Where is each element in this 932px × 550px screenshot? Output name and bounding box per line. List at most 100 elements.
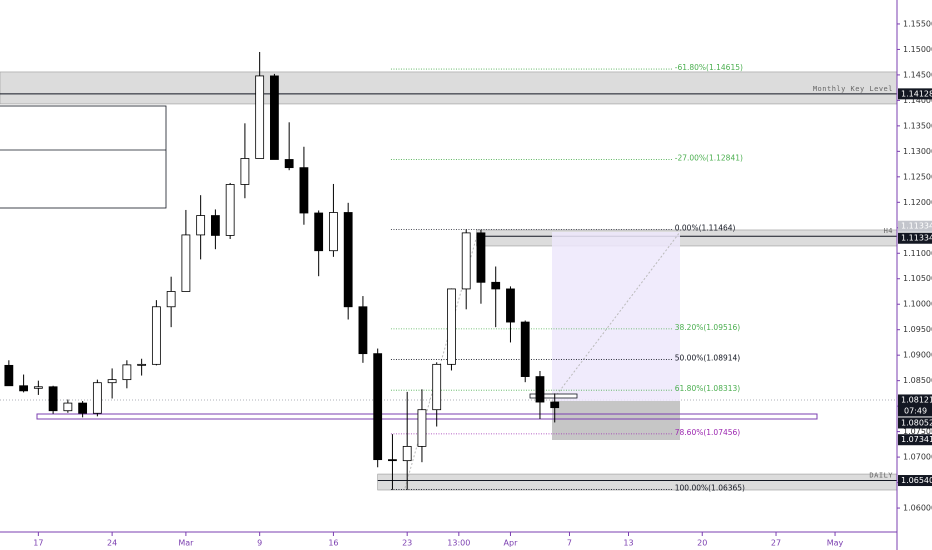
support-box xyxy=(36,413,818,420)
zone xyxy=(0,71,898,105)
candle-body xyxy=(461,232,471,290)
y-tick-label: 1.07500 xyxy=(903,427,932,436)
fib-label: 61.80%(1.08313) xyxy=(675,384,741,393)
candle-body xyxy=(181,234,191,292)
candle-body xyxy=(92,382,102,414)
countdown: 07:49 xyxy=(904,406,927,415)
candle-body xyxy=(491,281,501,290)
fib-label: 0.00%(1.11464) xyxy=(675,224,736,233)
price-tag xyxy=(898,475,932,487)
x-tick-label: 17 xyxy=(33,539,43,548)
candle-body xyxy=(107,379,117,384)
candle-body xyxy=(19,385,29,392)
y-tick-label: 1.09000 xyxy=(903,351,932,360)
candle-body xyxy=(388,459,397,462)
x-tick-label: 13 xyxy=(623,539,633,548)
position-diagonal xyxy=(551,231,681,402)
price-tag xyxy=(898,220,932,232)
candle-body xyxy=(417,409,427,447)
price-tags: 1.14128 1.11334 1.11334 1.08121 07:49 1.08052… xyxy=(898,88,932,487)
entry-box xyxy=(529,393,578,399)
price-tag xyxy=(898,88,932,100)
candle-body xyxy=(210,215,220,236)
fib-label: 78.60%(1.07456) xyxy=(675,428,741,437)
fib-label: 100.00%(1.06365) xyxy=(675,483,745,492)
y-tick-label: 1.14500 xyxy=(903,70,932,79)
x-tick-label: May xyxy=(827,539,844,548)
candle-body xyxy=(78,402,88,414)
candle-body xyxy=(535,376,545,403)
price-tag-label: 1.07341 xyxy=(901,435,932,444)
y-tick-label: 1.08500 xyxy=(903,376,932,385)
candle-body xyxy=(447,288,456,365)
candle-body xyxy=(137,363,147,366)
x-tick-label: Mar xyxy=(178,539,194,548)
fib: -61.80%(1.14615) -27.00%(1.12841) 0.00%(1.… xyxy=(390,63,745,492)
y-tick-label: 1.12500 xyxy=(903,172,932,181)
candle-body xyxy=(122,364,132,381)
candle-body xyxy=(358,306,368,355)
candle-body xyxy=(196,215,206,236)
candle-body xyxy=(550,401,560,409)
price-tag-label: 1.06540 xyxy=(901,476,932,485)
x-tick-label: 13:00 xyxy=(447,539,470,548)
y-tick-label: 1.13500 xyxy=(903,121,932,130)
price-tag-label: 1.11334 xyxy=(901,222,932,231)
y-tick-label: 1.12000 xyxy=(903,198,932,207)
y-tick-label: 1.13000 xyxy=(903,147,932,156)
x-tick-label: Apr xyxy=(504,539,519,548)
candle-body xyxy=(33,386,43,389)
x-tick-label: 27 xyxy=(771,539,781,548)
candle-body xyxy=(284,159,294,169)
candle-body xyxy=(476,232,486,283)
x-tick-label: 9 xyxy=(257,539,262,548)
price-tag xyxy=(898,394,932,417)
candle-body xyxy=(151,306,161,365)
candle-body xyxy=(402,445,412,462)
candle-body xyxy=(373,353,383,461)
price-tag xyxy=(898,434,932,446)
x-axis: 17 24 Mar 9 16 23 13:00 Apr 7 13 20 27 May xyxy=(33,532,844,548)
candle-body xyxy=(225,184,235,236)
zones: Monthly Key Level H4 DAILY xyxy=(0,71,898,491)
candle-body xyxy=(255,75,265,159)
y-tick-label: 1.15000 xyxy=(903,45,932,54)
x-tick-label: 24 xyxy=(107,539,117,548)
fib-label: -61.80%(1.14615) xyxy=(675,63,743,72)
candle-body xyxy=(270,75,279,160)
zone xyxy=(377,473,898,491)
y-tick-label: 1.07000 xyxy=(903,453,932,462)
candle-body xyxy=(343,212,353,308)
fib-label: 50.00%(1.08914) xyxy=(675,354,741,363)
x-tick-label: 20 xyxy=(697,539,707,548)
note-box xyxy=(0,105,167,209)
candle-body xyxy=(520,321,530,377)
zone-label: Monthly Key Level xyxy=(813,85,893,93)
y-tick-label: 1.10500 xyxy=(903,274,932,283)
zone-label: DAILY xyxy=(869,472,893,480)
candle-body xyxy=(299,167,309,214)
price-tag-label: 1.08052 xyxy=(901,418,932,427)
x-tick-label: 16 xyxy=(328,539,338,548)
candle-body xyxy=(63,402,73,412)
fib-label: -27.00%(1.12841) xyxy=(675,153,743,162)
x-tick-label: 7 xyxy=(567,539,572,548)
candle-body xyxy=(240,158,250,185)
y-tick-label: 1.14000 xyxy=(903,96,932,105)
y-tick-label: 1.09500 xyxy=(903,325,932,334)
candle-body xyxy=(4,364,14,387)
candles xyxy=(4,51,560,490)
candle-body xyxy=(314,212,324,252)
y-tick-label: 1.15500 xyxy=(903,19,932,28)
candle-body xyxy=(48,386,58,412)
price-tag-label: 1.14128 xyxy=(901,89,932,98)
candle-body xyxy=(506,288,515,323)
price-tag xyxy=(898,232,932,244)
zone-label: H4 xyxy=(884,227,893,235)
fib-label: 38.20%(1.09516) xyxy=(675,323,741,332)
y-tick-label: 1.11000 xyxy=(903,249,932,258)
candle-body xyxy=(432,363,442,411)
price-tag-label: 1.11334 xyxy=(901,234,932,243)
price-tag-label: 1.08121 xyxy=(901,395,932,404)
